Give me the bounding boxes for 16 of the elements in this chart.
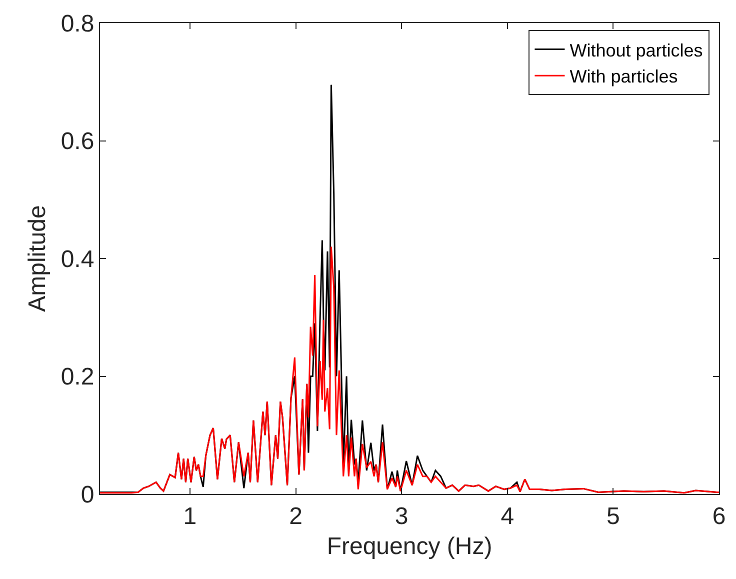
y-tick-label: 0.4 (60, 246, 94, 273)
legend-label: With particles (570, 66, 678, 87)
y-tick-label: 0.6 (60, 128, 94, 156)
y-axis-title: Amplitude (24, 205, 51, 312)
x-tick-label: 3 (394, 502, 408, 530)
x-tick-label: 1 (183, 502, 197, 530)
legend-label: Without particles (570, 40, 703, 60)
x-tick-label: 6 (712, 502, 726, 530)
x-tick-label: 4 (500, 502, 514, 530)
x-axis-title: Frequency (Hz) (326, 533, 492, 560)
y-tick-label: 0 (80, 481, 94, 508)
x-tick-label: 5 (606, 502, 620, 530)
y-tick-label: 0.2 (60, 364, 94, 391)
x-tick-label: 2 (289, 502, 302, 530)
y-tick-label: 0.8 (60, 10, 94, 38)
line-series (100, 246, 719, 494)
